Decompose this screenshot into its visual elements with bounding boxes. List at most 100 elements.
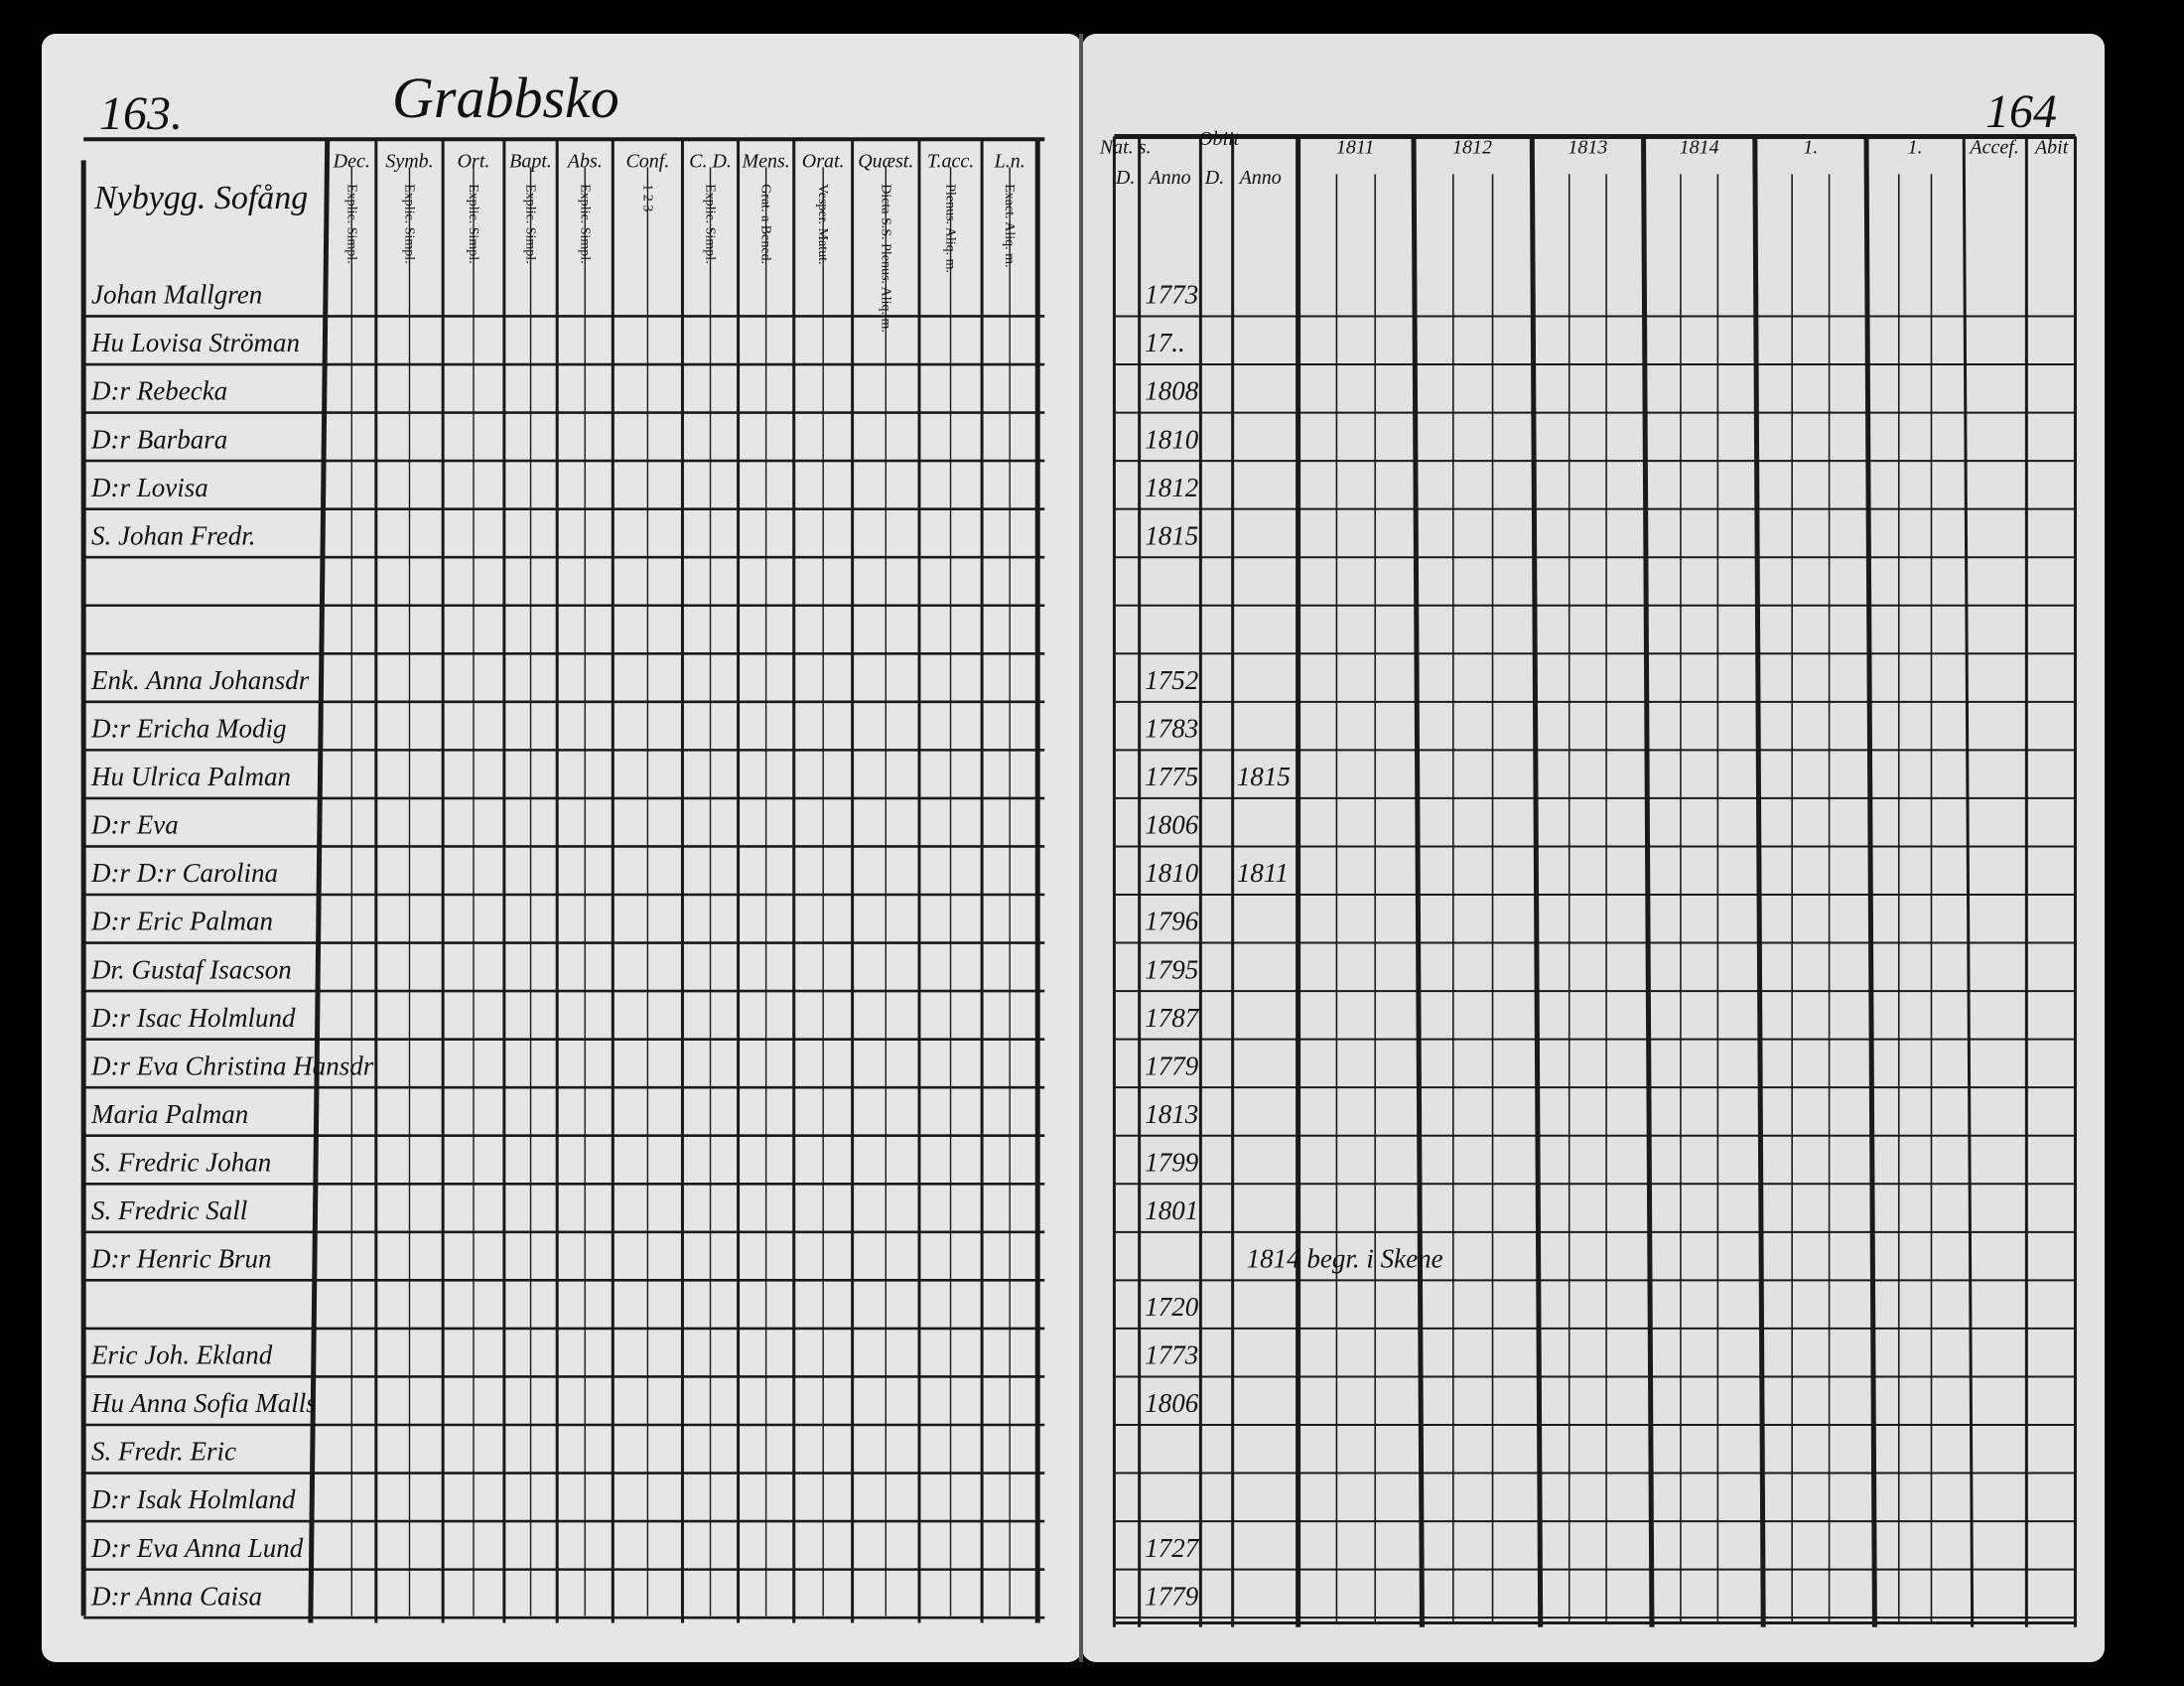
right-page-number: 164: [1985, 85, 2057, 138]
column-heading: Obiit: [1198, 128, 1240, 150]
column-heading: Anno: [1238, 167, 1282, 189]
person-name: D:r Rebecka: [90, 376, 227, 406]
column-group: C. D.: [689, 150, 732, 172]
column-sub: Explic. Simpl.: [466, 184, 480, 263]
column-heading: 1.: [1803, 136, 1818, 158]
person-name: D:r Lovisa: [90, 473, 208, 502]
left-page-number: 163.: [99, 87, 183, 140]
column-sub: Explic. Simpl.: [401, 184, 416, 263]
column-heading: 1.: [1908, 136, 1923, 158]
birth-year: 1812: [1145, 473, 1198, 502]
column-sub: Explic. Simpl.: [523, 184, 538, 263]
column-heading: D.: [1115, 167, 1135, 189]
column-heading: D.: [1204, 167, 1224, 189]
burial-note: 1814 begr. i Skene: [1247, 1244, 1443, 1274]
person-name: D:r D:r Carolina: [90, 858, 278, 888]
column-group: Dec.: [333, 150, 370, 172]
column-sub: Dicta S.S. Plenus. Aliq. m.: [878, 184, 892, 333]
person-name: D:r Anna Caisa: [90, 1581, 262, 1611]
column-group: Abs.: [566, 150, 603, 172]
person-name: Hu Lovisa Ströman: [90, 328, 300, 357]
person-name: Johan Mallgren: [91, 280, 262, 310]
column-heading: Anno: [1147, 167, 1190, 189]
person-name: S. Fredric Sall: [91, 1195, 247, 1225]
column-group: Symb.: [385, 150, 433, 172]
birth-year: 1727: [1145, 1533, 1200, 1563]
rule: [1641, 136, 1655, 1627]
column-group: L.n.: [994, 150, 1025, 172]
birth-year: 1752: [1145, 665, 1198, 695]
page-title: Grabbsko: [392, 66, 619, 130]
column-heading: 1813: [1568, 136, 1607, 158]
person-name: D:r Henric Brun: [90, 1244, 271, 1274]
person-name: Hu Anna Sofia Malls: [90, 1388, 317, 1418]
person-name: Dr. Gustaf Isacson: [90, 954, 292, 984]
birth-year: 1796: [1145, 907, 1199, 936]
rule: [1962, 136, 1975, 1627]
birth-year: 1775: [1145, 762, 1198, 791]
birth-year: 1806: [1145, 1388, 1199, 1418]
birth-year: 1795: [1145, 954, 1198, 984]
person-name: Enk. Anna Johansdr: [90, 665, 310, 695]
rule: [1529, 136, 1544, 1627]
entries: Dec. Explic. Simpl. Symb. Explic. Simpl. Ort…: [90, 128, 2069, 1611]
person-name: D:r Eva: [90, 810, 179, 840]
person-name: D:r Isak Holmland: [90, 1484, 296, 1514]
column-group: T.acc.: [927, 150, 974, 172]
column-heading: 1811: [1336, 136, 1375, 158]
birth-year: 1799: [1145, 1147, 1199, 1177]
person-name: Maria Palman: [90, 1099, 248, 1129]
person-name: D:r Eva Anna Lund: [90, 1533, 304, 1563]
column-heading: Nat. s.: [1099, 136, 1152, 158]
person-name: D:r Ericha Modig: [90, 714, 286, 744]
birth-year: 1773: [1145, 280, 1198, 310]
column-group: Mens.: [741, 150, 789, 172]
column-heading: 1812: [1452, 136, 1492, 158]
person-name: D:r Eva Christina Hansdr: [90, 1051, 374, 1080]
person-name: S. Johan Fredr.: [91, 520, 255, 550]
birth-year: 1810: [1145, 424, 1199, 454]
column-sub: Explic. Simpl.: [343, 184, 358, 263]
birth-year: 1813: [1145, 1099, 1198, 1129]
column-group: Quæst.: [858, 150, 913, 172]
birth-year: 1787: [1145, 1003, 1200, 1033]
list-heading: Nybygg. Sofång: [93, 180, 308, 216]
column-group: Conf.: [625, 150, 669, 172]
rule: [1863, 136, 1877, 1627]
person-name: S. Fredr. Eric: [91, 1437, 236, 1467]
ruling: [80, 133, 2077, 1627]
column-group: Bapt.: [509, 150, 552, 172]
column-heading: 1814: [1680, 136, 1719, 158]
column-sub: Plenus. Aliq. m.: [943, 184, 958, 273]
birth-year: 1806: [1145, 810, 1199, 840]
column-group: Ort.: [458, 150, 490, 172]
person-name: D:r Barbara: [90, 424, 227, 454]
column-heading: Accef.: [1968, 136, 2018, 158]
birth-year: 1810: [1145, 858, 1199, 888]
rule: [1411, 136, 1425, 1627]
column-sub: Vesper. Matut.: [815, 184, 830, 264]
column-sub: Grat. a Bened.: [758, 184, 773, 264]
birth-year: 1779: [1145, 1051, 1199, 1080]
column-heading: Abit: [2033, 136, 2069, 158]
birth-year: 1773: [1145, 1340, 1198, 1370]
column-sub: 1 2 3: [639, 184, 654, 211]
person-name: D:r Isac Holmlund: [90, 1003, 296, 1033]
left-page: [42, 34, 1082, 1662]
death-year: 1815: [1237, 762, 1291, 791]
birth-year: 17..: [1145, 328, 1185, 357]
death-year: 1811: [1237, 858, 1289, 888]
birth-year: 1801: [1145, 1195, 1198, 1225]
column-group: Orat.: [802, 150, 845, 172]
column-sub: Explic. Simpl.: [703, 184, 718, 263]
right-page: [1082, 34, 2105, 1662]
person-name: S. Fredric Johan: [91, 1147, 271, 1177]
birth-year: 1815: [1145, 520, 1198, 550]
birth-year: 1779: [1145, 1581, 1199, 1611]
person-name: Hu Ulrica Palman: [90, 762, 291, 791]
birth-year: 1783: [1145, 714, 1198, 744]
column-sub: Exact. Aliq. m.: [1002, 184, 1017, 267]
birth-year: 1808: [1145, 376, 1199, 406]
